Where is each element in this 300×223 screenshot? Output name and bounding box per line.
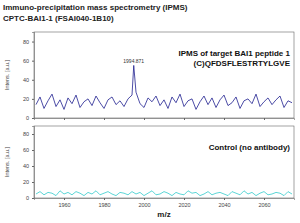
- y-tick-mark: [32, 42, 34, 43]
- y-tick-mark: [32, 80, 34, 81]
- x-tick-label: 1960: [58, 202, 70, 208]
- y-tick-label: 80: [23, 131, 29, 137]
- y-tick: 20: [23, 179, 34, 185]
- x-tick: 1980: [98, 198, 110, 208]
- x-axis-line: [35, 119, 295, 121]
- y-tick: 60: [23, 58, 34, 64]
- x-tick-label: 2020: [178, 202, 190, 208]
- y-tick: 0: [26, 115, 34, 121]
- x-tick-mark: [184, 198, 185, 200]
- x-tick-mark: [144, 198, 145, 200]
- x-tick-mark: [224, 118, 225, 120]
- x-tick-mark: [224, 198, 225, 200]
- y-tick-label: 20: [23, 179, 29, 185]
- y-tick-label: 0: [26, 195, 29, 201]
- y-tick-label: 80: [23, 39, 29, 45]
- y-tick-label: 40: [23, 77, 29, 83]
- y-axis-line: [32, 127, 35, 199]
- x-tick-label: 2040: [218, 202, 230, 208]
- plot-frame: [34, 126, 294, 198]
- y-tick-label: 60: [23, 58, 29, 64]
- y-axis-line: [32, 33, 35, 119]
- y-tick: 20: [23, 96, 34, 102]
- spectrum-line: [36, 65, 292, 109]
- x-tick-mark: [184, 118, 185, 120]
- y-tick-mark: [32, 99, 34, 100]
- y-tick-mark: [32, 118, 34, 119]
- x-tick-mark: [64, 198, 65, 200]
- x-tick-mark: [64, 118, 65, 120]
- x-tick: 2040: [218, 198, 230, 208]
- y-tick: 80: [23, 39, 34, 45]
- plot-frame: [34, 32, 294, 118]
- y-tick-mark: [32, 150, 34, 151]
- y-tick-label: 40: [23, 163, 29, 169]
- x-axis: 1960 1980 2000 2020 2040 2060: [35, 198, 295, 208]
- y-tick-label: 60: [23, 147, 29, 153]
- plot-area: [36, 191, 292, 196]
- subtitle: CPTC-BAI1-1 (FSAI040-1B10): [3, 14, 114, 23]
- y-tick: 80: [23, 131, 34, 137]
- x-tick-mark: [104, 118, 105, 120]
- annotation: Control (no antibody): [209, 143, 291, 152]
- x-tick: 1960: [58, 198, 70, 208]
- figure: Immuno-precipitation mass spectrometry (…: [0, 0, 300, 223]
- y-tick: 0: [26, 195, 34, 201]
- x-tick: 2060: [258, 198, 270, 208]
- x-tick: 2000: [138, 198, 150, 208]
- x-tick-mark: [264, 118, 265, 120]
- peak-label: 1994.871: [123, 58, 144, 64]
- y-axis: 0 20 40 60 80: [23, 127, 35, 202]
- x-tick: [224, 118, 225, 120]
- x-tick-mark: [144, 118, 145, 120]
- x-tick: [144, 118, 145, 120]
- y-axis-title: Intens. [a.u.]: [4, 59, 10, 90]
- plot-area: [36, 65, 292, 109]
- y-tick: 40: [23, 77, 34, 83]
- y-tick-mark: [32, 182, 34, 183]
- x-tick: [104, 118, 105, 120]
- y-tick-mark: [32, 198, 34, 199]
- x-axis-title: m/z: [157, 210, 170, 219]
- y-axis: 0 20 40 60 80: [23, 33, 35, 122]
- spectrum-line: [36, 191, 292, 196]
- x-tick: [264, 118, 265, 120]
- x-tick-label: 2060: [258, 202, 270, 208]
- x-axis-line: [35, 199, 295, 201]
- x-tick-mark: [264, 198, 265, 200]
- y-axis-title: Intens. [a.u.]: [4, 146, 10, 177]
- y-tick: 60: [23, 147, 34, 153]
- annotation: (C)QFDSFLESTRTYLGVE: [194, 59, 291, 68]
- x-axis: [35, 118, 295, 120]
- y-tick-mark: [32, 61, 34, 62]
- y-tick-mark: [32, 134, 34, 135]
- y-tick-label: 20: [23, 96, 29, 102]
- x-tick: [64, 118, 65, 120]
- x-tick-mark: [104, 198, 105, 200]
- title: Immuno-precipitation mass spectrometry (…: [3, 3, 188, 12]
- annotation: IPMS of target BAI1 peptide 1: [178, 49, 290, 58]
- x-tick-label: 2000: [138, 202, 150, 208]
- x-tick: [184, 118, 185, 120]
- x-tick: 2020: [178, 198, 190, 208]
- y-tick-label: 0: [26, 115, 29, 121]
- y-tick-mark: [32, 166, 34, 167]
- y-tick: 40: [23, 163, 34, 169]
- x-tick-label: 1980: [98, 202, 110, 208]
